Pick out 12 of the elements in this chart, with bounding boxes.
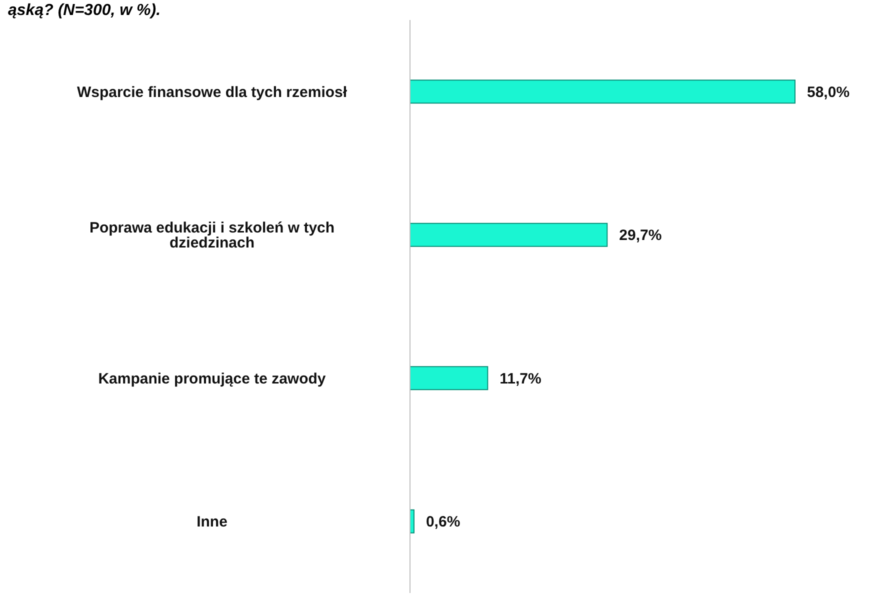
data-label: 29,7% (619, 227, 662, 244)
bar (410, 80, 796, 104)
y-tick-label: Wsparcie finansowe dla tych rzemiosł (76, 84, 348, 101)
bar (410, 222, 608, 247)
data-label: 0,6% (426, 514, 460, 531)
y-tick-label: Poprawa edukacji i szkoleń w tych dziedzinach (89, 220, 335, 252)
data-label: 11,7% (500, 370, 542, 388)
data-label: 58,0% (807, 84, 850, 101)
bar (410, 366, 488, 390)
text: ąską? (N=300, w %). (8, 2, 161, 20)
y-tick-label: Inne (196, 514, 228, 531)
y-tick-label: Kampanie promujące te zawody (98, 370, 326, 388)
